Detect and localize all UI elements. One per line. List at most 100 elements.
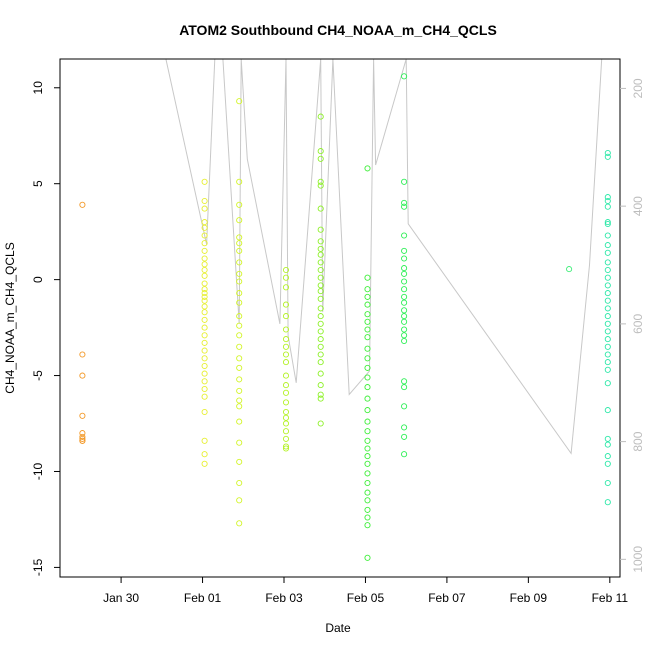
data-point	[604, 351, 611, 358]
data-point	[201, 408, 208, 416]
data-point	[604, 499, 611, 506]
data-point	[201, 339, 208, 346]
data-point	[317, 351, 324, 358]
data-point	[364, 489, 371, 496]
data-point	[201, 219, 208, 226]
data-point	[201, 255, 208, 262]
data-point	[604, 328, 611, 335]
data-point	[604, 460, 611, 467]
x-tick-label: Feb 07	[428, 591, 466, 605]
data-point	[604, 203, 611, 210]
data-point	[201, 293, 208, 300]
data-point	[364, 274, 371, 281]
data-point	[604, 336, 611, 343]
data-point	[401, 378, 408, 385]
y-tick-label: 0	[31, 276, 45, 283]
data-point	[604, 407, 611, 414]
data-point	[401, 178, 408, 185]
data-point	[604, 220, 611, 228]
data-point	[236, 178, 243, 185]
data-point	[282, 351, 290, 358]
data-point	[317, 238, 324, 245]
data-point	[364, 345, 371, 352]
data-point	[282, 443, 290, 450]
data-point	[317, 313, 324, 320]
data-point	[364, 384, 371, 391]
data-point	[282, 382, 290, 389]
y2-tick-label: 1000	[631, 546, 645, 573]
data-point	[236, 479, 243, 487]
data-point	[364, 428, 371, 435]
data-point	[401, 203, 408, 210]
data-point	[201, 224, 208, 231]
data-point	[604, 453, 611, 460]
data-point	[236, 98, 243, 105]
data-point	[401, 278, 408, 285]
data-point	[201, 240, 208, 247]
data-point	[236, 355, 243, 362]
data-point	[282, 420, 290, 427]
data-point	[282, 301, 290, 308]
data-point	[282, 336, 290, 343]
y-tick-label: -5	[31, 370, 45, 381]
y2-tick-label: 600	[631, 314, 645, 334]
data-point	[317, 251, 324, 258]
data-point	[201, 247, 208, 254]
data-point	[317, 148, 324, 155]
data-point	[364, 355, 371, 362]
data-point	[79, 351, 86, 358]
data-point	[201, 316, 208, 323]
data-point	[201, 178, 208, 185]
data-point	[236, 270, 243, 277]
data-point	[201, 286, 208, 293]
data-point	[364, 286, 371, 293]
data-point	[201, 370, 208, 377]
data-point	[604, 479, 611, 487]
x-tick-label: Feb 03	[265, 591, 303, 605]
data-point	[282, 389, 290, 396]
data-point	[79, 412, 86, 419]
plot-frame	[59, 58, 621, 578]
data-point	[201, 393, 208, 400]
data-point	[364, 437, 371, 444]
data-point	[317, 359, 324, 366]
data-point	[317, 295, 324, 302]
data-point	[364, 470, 371, 477]
data-point	[236, 439, 243, 446]
data-point	[566, 266, 573, 273]
data-point	[364, 301, 371, 308]
data-point	[79, 437, 86, 444]
data-point	[201, 290, 208, 297]
data-point	[604, 259, 611, 266]
data-point	[201, 232, 208, 239]
data-point	[282, 372, 290, 379]
data-point	[401, 307, 408, 314]
data-point	[364, 395, 371, 402]
data-point	[201, 205, 208, 212]
data-point	[401, 326, 408, 333]
data-point	[317, 288, 324, 295]
data-point	[604, 194, 611, 201]
data-point	[201, 437, 208, 444]
data-point	[604, 274, 611, 281]
data-point	[364, 293, 371, 300]
data-point	[236, 201, 243, 208]
data-point	[401, 265, 408, 272]
data-point	[317, 320, 324, 327]
data-point	[236, 520, 243, 527]
data-point	[364, 514, 371, 521]
data-point	[364, 460, 371, 467]
data-point	[604, 266, 611, 274]
y2-tick-label: 400	[631, 196, 645, 216]
pressure-track-line	[84, 59, 603, 455]
data-point	[282, 266, 290, 274]
data-point	[364, 326, 371, 333]
data-point	[282, 284, 290, 291]
data-point	[79, 372, 86, 379]
data-point	[317, 305, 324, 312]
data-point	[236, 458, 243, 465]
data-point	[317, 391, 324, 398]
data-point	[317, 226, 324, 233]
data-point	[201, 280, 208, 287]
